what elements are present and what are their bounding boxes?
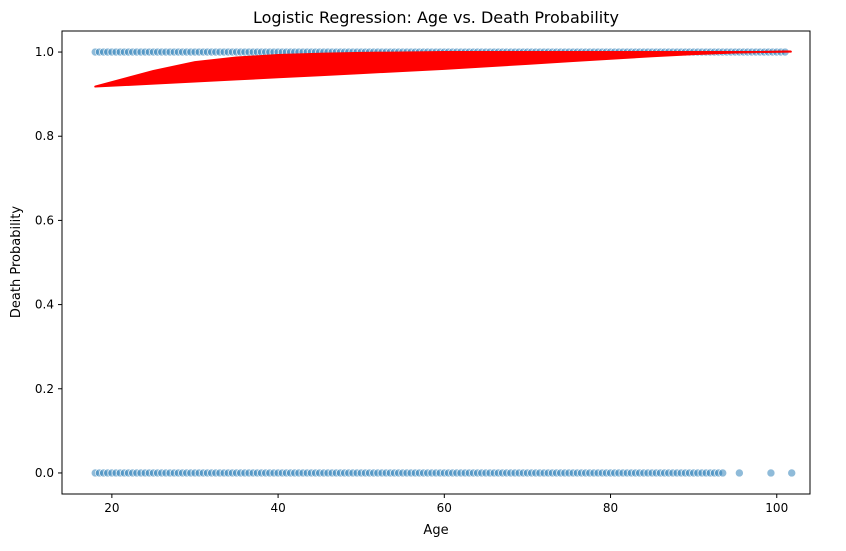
scatter-point [766,468,776,478]
y-tick-label: 0.4 [35,298,54,312]
scatter-point [718,468,728,478]
x-tick-label: 80 [603,501,618,515]
x-axis-label: Age [423,523,448,538]
x-axis-ticks: 20 40 60 80 100 [104,494,788,515]
chart-title: Logistic Regression: Age vs. Death Proba… [253,8,619,27]
y-tick-label: 0.8 [35,129,54,143]
y-tick-label: 0.0 [35,466,54,480]
plot-area [90,47,797,478]
y-tick-label: 1.0 [35,45,54,59]
x-tick-label: 100 [765,501,788,515]
plot-frame [61,30,811,495]
x-tick-label: 20 [104,501,119,515]
y-axis-label: Death Probability [9,206,24,318]
x-tick-label: 60 [437,501,452,515]
scatter-point [787,468,797,478]
regression-curve-band [94,50,792,88]
y-tick-label: 0.2 [35,382,54,396]
y-tick-label: 0.6 [35,213,54,227]
x-tick-label: 40 [270,501,285,515]
scatter-point [735,468,744,478]
y-axis-ticks: 0.0 0.2 0.4 0.6 0.8 1.0 [35,45,62,480]
